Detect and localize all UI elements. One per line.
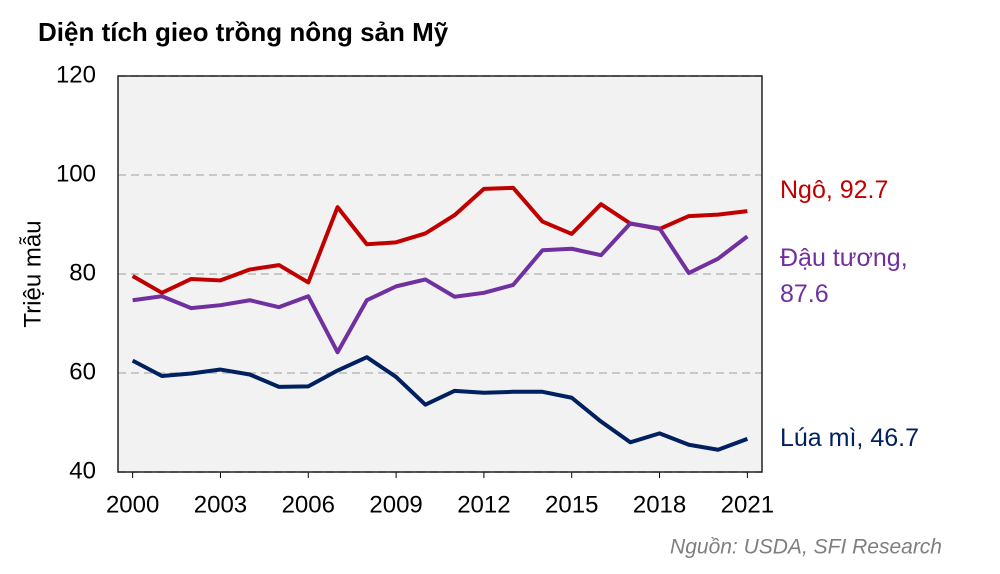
series-line bbox=[132, 221, 749, 355]
x-tick-label: 2006 bbox=[282, 491, 335, 518]
y-tick-label: 40 bbox=[69, 457, 96, 484]
y-tick-label: 100 bbox=[56, 160, 96, 187]
y-axis-label: Triệu mẫu bbox=[19, 220, 46, 327]
series-line bbox=[131, 355, 749, 452]
y-tick-label: 60 bbox=[69, 358, 96, 385]
y-tick-label: 120 bbox=[56, 61, 96, 88]
x-tick-label: 2000 bbox=[106, 491, 159, 518]
legend-label: Đậu tương, 87.6 bbox=[780, 244, 908, 308]
chart-title: Diện tích gieo trồng nông sản Mỹ bbox=[38, 17, 449, 47]
source-note: Nguồn: USDA, SFI Research bbox=[670, 536, 942, 559]
x-tick-label: 2003 bbox=[194, 491, 247, 518]
x-tick-label: 2018 bbox=[633, 491, 686, 518]
legend-label: Lúa mì, 46.7 bbox=[780, 424, 919, 452]
plot-border bbox=[117, 75, 763, 473]
x-tick-label: 2012 bbox=[457, 491, 510, 518]
x-tick-label: 2009 bbox=[369, 491, 422, 518]
legend-label: Ngô, 92.7 bbox=[780, 176, 889, 204]
x-tick-label: 2021 bbox=[721, 491, 774, 518]
x-tick-label: 2015 bbox=[545, 491, 598, 518]
y-tick-label: 80 bbox=[69, 259, 96, 286]
